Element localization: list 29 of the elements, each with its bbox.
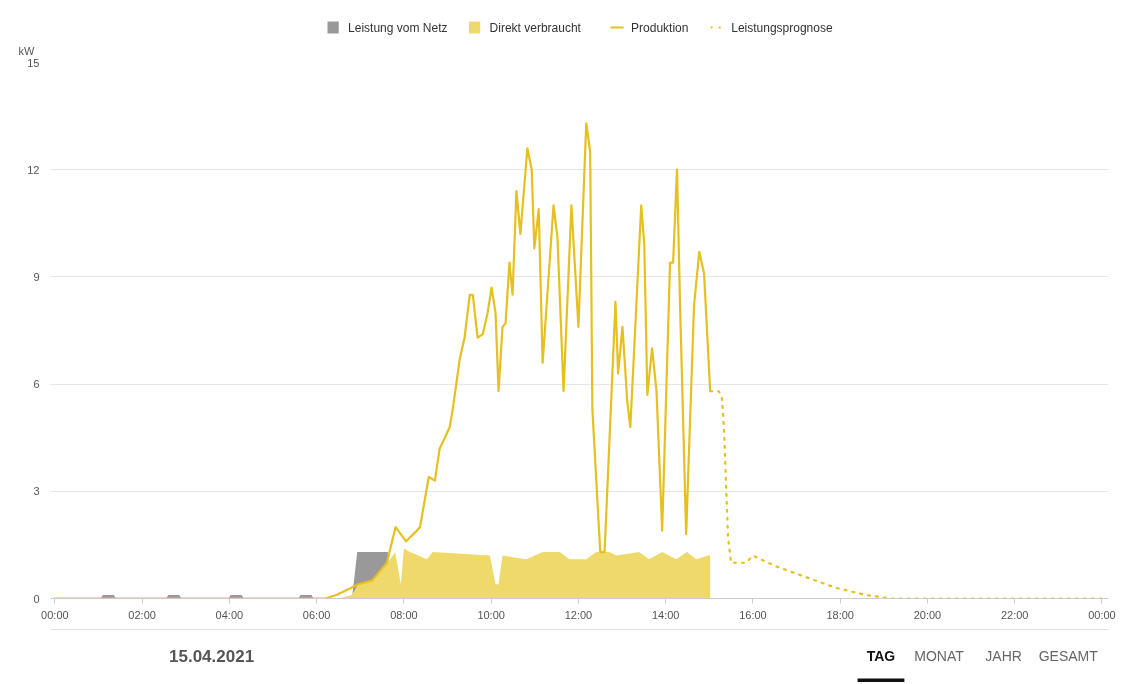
text: TAG (866, 647, 896, 664)
text: JAHR (985, 647, 1022, 664)
x-tick-label: 00:00 (41, 608, 69, 621)
y-tick-label: 15 (27, 56, 40, 69)
y-tick-label: 0 (33, 592, 40, 605)
legend-label: Leistung vom Netz (348, 20, 448, 35)
x-tick-label: 16:00 (739, 608, 767, 621)
text: GESAMT (1038, 647, 1099, 664)
legend-label: Produktion (631, 20, 689, 35)
x-tick-label: 04:00 (215, 608, 244, 621)
y-axis-title: kW (18, 44, 35, 57)
x-tick-label: 14:00 (651, 608, 680, 621)
y-tick-label: 9 (33, 270, 40, 283)
text: 15.04.2021 (169, 646, 255, 666)
legend-label: Direkt verbraucht (489, 20, 582, 35)
x-tick-label: 22:00 (1000, 608, 1029, 621)
y-tick-label: 6 (33, 378, 40, 391)
x-tick-label: 10:00 (477, 608, 505, 621)
x-tick-label: 06:00 (302, 608, 331, 621)
x-tick-label: 00:00 (1088, 608, 1116, 621)
x-tick-label: 02:00 (128, 608, 156, 621)
y-tick-label: 12 (27, 163, 40, 176)
x-tick-label: 18:00 (826, 608, 854, 621)
text: MONAT (914, 647, 965, 664)
x-tick-label: 20:00 (913, 608, 942, 621)
x-tick-label: 08:00 (390, 608, 418, 621)
legend-label: Leistungsprognose (731, 20, 833, 35)
x-tick-label: 12:00 (564, 608, 593, 621)
y-tick-label: 3 (33, 485, 40, 498)
